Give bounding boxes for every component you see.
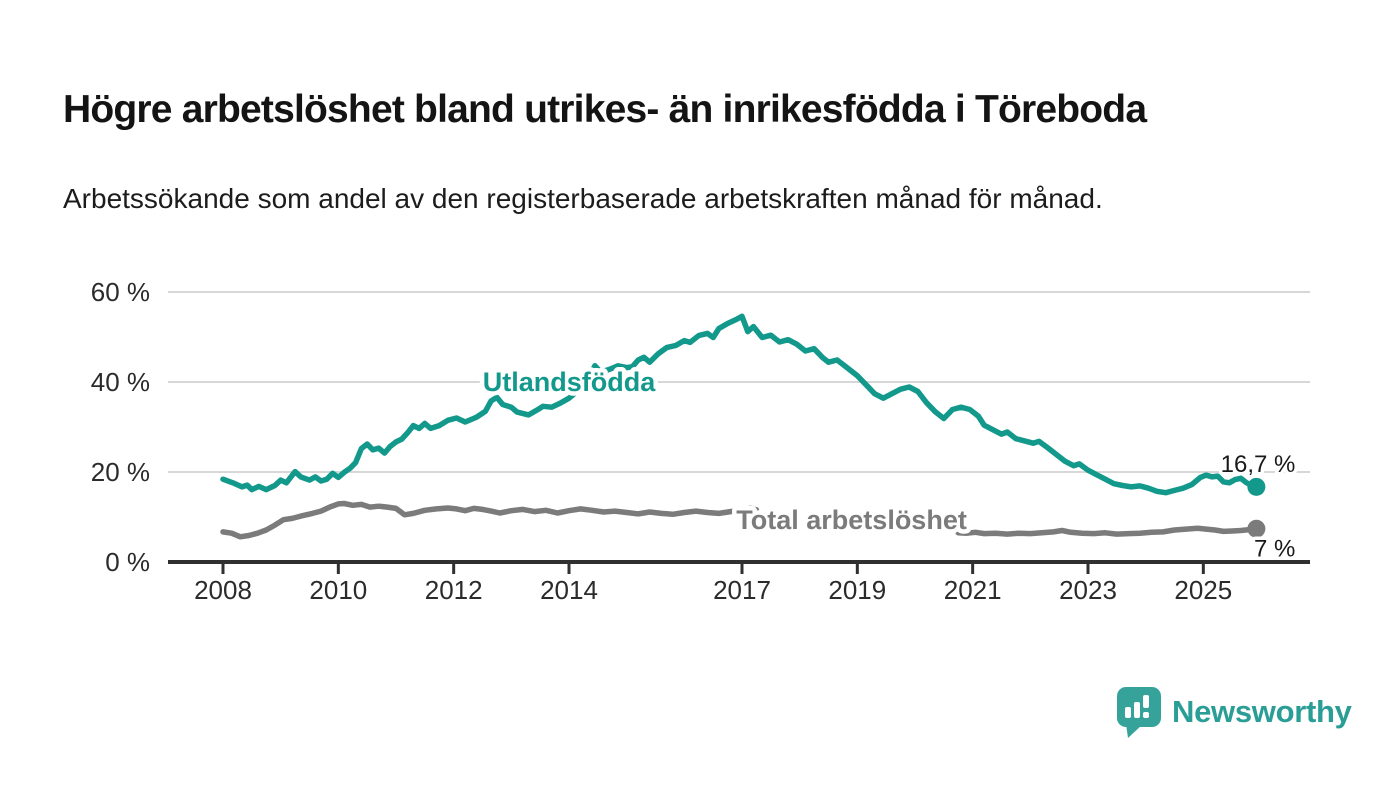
x-axis-label-2008: 2008 <box>194 575 252 605</box>
end-value-label-total: 7 % <box>1254 536 1295 563</box>
newsworthy-logo: Newsworthy <box>1116 686 1352 738</box>
newsworthy-logo-icon <box>1117 687 1161 738</box>
series-label-total: Total arbetslöshet <box>736 505 967 535</box>
x-axis-label-2019: 2019 <box>828 575 886 605</box>
series-line-utlandsfodda-0 <box>220 313 1260 496</box>
y-axis-label-60: 60 % <box>91 277 150 307</box>
end-value-label-utlandsfodda: 16,7 % <box>1221 451 1296 478</box>
series-line-total-0 <box>220 500 760 540</box>
series-label-utlandsfodda: Utlandsfödda <box>483 367 656 397</box>
x-axis-label-2023: 2023 <box>1059 575 1117 605</box>
x-axis-label-2010: 2010 <box>309 575 367 605</box>
x-axis-label-2012: 2012 <box>425 575 483 605</box>
y-axis-label-0: 0 % <box>105 547 150 577</box>
series-line-total-1 <box>955 525 1260 537</box>
end-dot-utlandsfodda <box>1247 477 1266 496</box>
x-axis-label-2017: 2017 <box>713 575 771 605</box>
x-axis-label-2021: 2021 <box>944 575 1002 605</box>
end-dot-total <box>1247 519 1266 538</box>
chart-subtitle: Arbetssökande som andel av den registerb… <box>63 183 1103 214</box>
page-title: Högre arbetslöshet bland utrikes- än inr… <box>63 88 1147 132</box>
x-axis-label-2014: 2014 <box>540 575 598 605</box>
x-axis-label-2025: 2025 <box>1174 575 1232 605</box>
y-axis-label-20: 20 % <box>91 457 150 487</box>
y-axis-label-40: 40 % <box>91 367 150 397</box>
newsworthy-wordmark: Newsworthy <box>1172 694 1352 729</box>
